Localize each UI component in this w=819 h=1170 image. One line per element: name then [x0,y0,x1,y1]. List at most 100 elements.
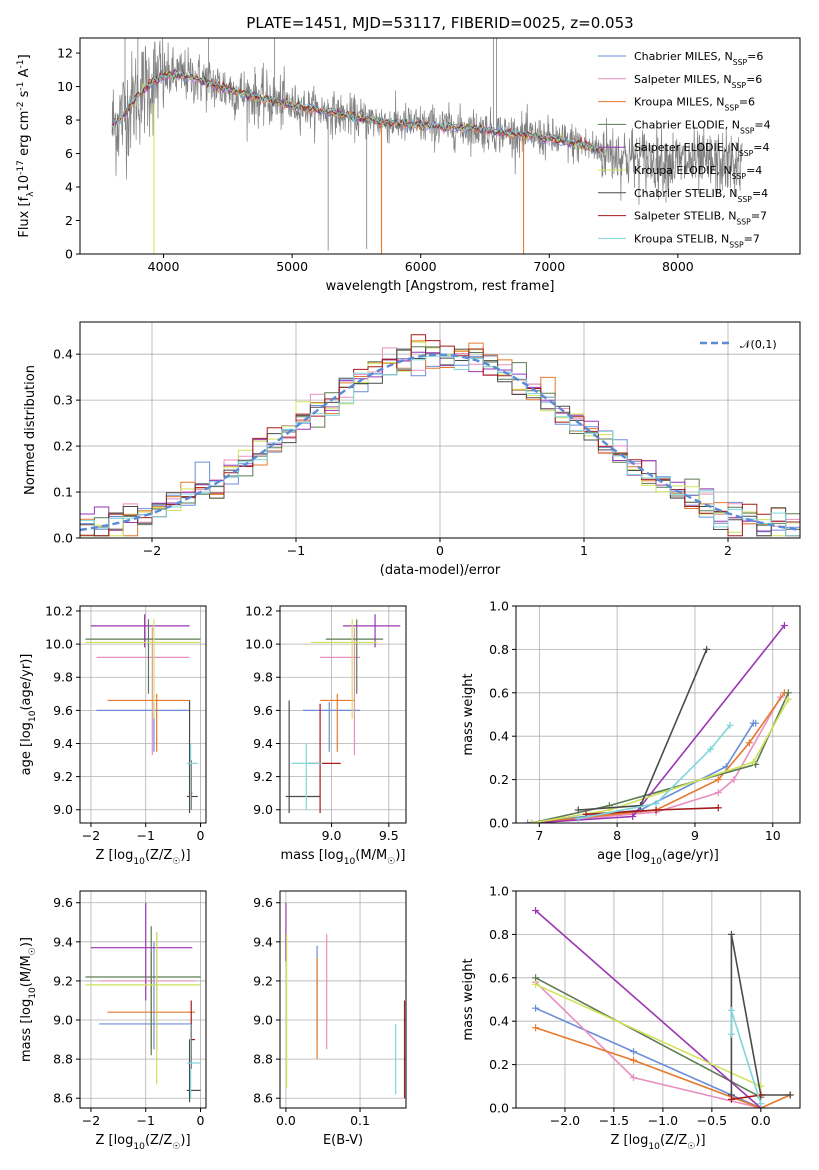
chart-age-vs-mass: 9.0 9.5 9.0 9.2 9.4 9.6 9.8 10.0 10.2 mass [log10… [245,603,407,867]
y-axis-label: mass [log10(M/M☉)] [19,937,38,1062]
normal-curve [80,353,798,532]
chart-age-vs-Z: −2 −1 0 9.0 9.2 9.4 9.6 9.8 10.0 10.2 Z [log10(Z/Z… [19,603,207,867]
series-line [731,1094,761,1101]
y-tick-label: 9.8 [53,670,73,685]
x-tick-label: 7 [535,828,543,843]
x-tick-label: 1 [580,543,588,558]
residual-hist-4 [80,349,800,532]
y-tick-label: 9.6 [53,703,73,718]
series-line [535,909,762,1108]
data-point [784,689,792,697]
legend-entry: Salpeter STELIB, NSSP=7 [634,210,767,227]
data-point [574,815,582,823]
y-tick-label: 0.6 [489,685,509,700]
y-axis-label: Flux [fλ10-17 erg cm-2 s-1 A-1] [16,54,36,237]
data-point [630,1074,638,1082]
series-line [535,1026,791,1108]
x-tick-label: −0.5 [697,1113,727,1128]
x-tick-label: 0 [197,1113,205,1128]
y-tick-label: 9.6 [253,895,273,910]
x-axis-label: Z [log10(Z/Z☉)] [95,848,190,867]
plot-area [285,902,406,1099]
y-tick-label: 10 [57,79,73,94]
data-point [574,806,582,814]
data-point [532,1024,540,1032]
data-point [532,1004,540,1012]
data-point [727,1030,735,1038]
x-tick-label: −2 [82,1113,100,1128]
data-point [652,799,660,807]
plot-area [80,334,800,537]
x-axis-label: (data-model)/error [380,563,501,578]
y-tick-label: 10.2 [45,603,73,618]
data-point [727,1095,735,1103]
data-point [630,1056,638,1064]
axes-frame [279,890,407,1109]
legend: Chabrier MILES, NSSP=6 Salpeter MILES, NS… [598,50,771,249]
x-axis-label: wavelength [Angstrom, rest frame] [326,279,555,294]
x-tick-label: 10 [765,828,781,843]
chart-mass-weight-vs-Z: −2.0 −1.5 −1.0 −0.5 0.0 0.0 0.2 0.4 0.6 0.8 1.0 Z [… [461,884,801,1152]
x-tick-label: 0.0 [276,1113,296,1128]
plot-area [285,614,401,814]
x-tick-label: 9.5 [379,828,399,843]
data-point [714,789,722,797]
data-point [532,980,540,988]
y-tick-label: 9.8 [253,670,273,685]
axes-frame [79,890,207,1109]
y-tick-label: 1.0 [489,599,509,614]
y-tick-label: 2 [65,213,73,228]
series-line [578,724,731,820]
y-tick-label: 0.8 [489,927,509,942]
data-point [524,819,532,823]
legend-entry: Kroupa ELODIE, NSSP=4 [634,164,762,181]
x-tick-label: −1 [137,1113,155,1128]
y-tick-label: 9.6 [53,895,73,910]
y-tick-label: 10.0 [45,637,73,652]
data-point [745,739,753,747]
chart-mass-vs-Z: −2 −1 0 8.6 8.8 9.0 9.2 9.4 9.6 Z [log10(Z/Z☉)] ma… [19,890,207,1152]
data-point [727,930,735,938]
series-line [535,981,761,1108]
y-tick-label: 0.3 [53,393,73,408]
x-tick-label: 9 [691,828,699,843]
y-axis-label: age [log10(age/yr)] [19,654,38,776]
plot-area [524,622,792,823]
x-tick-label: 5000 [276,259,308,274]
data-point [532,974,540,982]
axes-frame [79,37,801,255]
residual-hist-8 [80,355,800,537]
y-tick-label: 0.2 [489,1057,509,1072]
legend-entry: Kroupa MILES, NSSP=6 [634,96,755,113]
series-line [535,983,762,1088]
y-tick-label: 1.0 [489,884,509,899]
y-axis-label: mass weight [461,673,476,755]
y-tick-label: 8.6 [253,1091,273,1106]
y-tick-label: 9.2 [53,769,73,784]
data-point [714,776,722,784]
x-tick-label: 8 [613,828,621,843]
y-tick-label: 0.2 [489,772,509,787]
data-point [528,819,536,823]
y-tick-label: 9.2 [253,769,273,784]
plot-area [532,907,794,1108]
x-tick-label: 6000 [405,259,437,274]
legend-entry: 𝒩(0,1) [740,338,777,351]
x-tick-label: 2 [724,543,732,558]
data-point [652,806,660,814]
x-axis-label: Z [log10(Z/Z☉)] [610,1133,705,1152]
y-tick-label: 0.4 [53,347,73,362]
data-point [749,758,757,766]
axes-frame [279,605,407,824]
axes-frame [515,605,801,824]
legend-entry: Chabrier STELIB, NSSP=4 [634,187,768,204]
data-point [714,804,722,812]
data-point [726,721,734,729]
y-tick-label: 9.6 [253,703,273,718]
y-tick-label: 0.6 [489,970,509,985]
y-tick-label: 9.4 [53,934,73,949]
legend-entry: Kroupa STELIB, NSSP=7 [634,232,760,249]
residual-hist-7 [80,334,800,537]
x-tick-label: −1.0 [648,1113,678,1128]
